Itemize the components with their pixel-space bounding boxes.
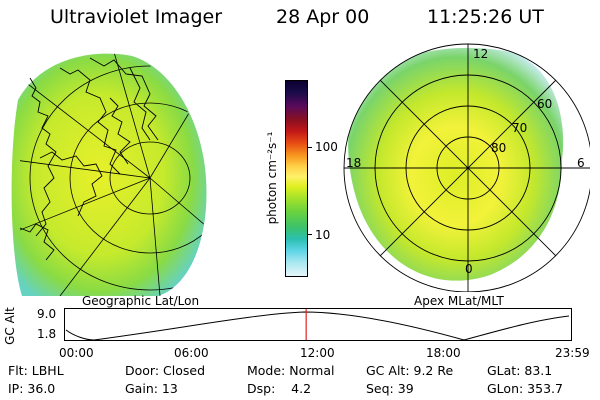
status-filter: Flt: LBHL (8, 363, 64, 378)
status-dsp: Dsp: 4.2 (247, 381, 312, 396)
status-gc-alt: GC Alt: 9.2 Re (366, 363, 454, 378)
colorbar-label-10: 10 (315, 228, 331, 242)
timeline-plot (64, 308, 572, 341)
mlt-label-6: 6 (577, 156, 585, 170)
app-title: Ultraviolet Imager (50, 6, 223, 28)
mlat-label-60: 60 (537, 97, 553, 111)
colorbar-unit: photon cm⁻²s⁻¹ (265, 131, 279, 225)
geo-map-label: Geographic Lat/Lon (82, 294, 200, 308)
status-gain: Gain: 13 (125, 381, 178, 396)
image-time: 11:25:26 UT (427, 6, 544, 28)
timeline-ytick-low: 1.8 (37, 327, 57, 341)
colorbar-tick-10 (307, 234, 312, 235)
status-ip: IP: 36.0 (8, 381, 56, 396)
apex-map-label: Apex MLat/MLT (414, 294, 504, 308)
geographic-map (11, 53, 207, 296)
timeline-axis-label: GC Alt (3, 307, 17, 345)
coastlines (19, 57, 159, 261)
apex-grid (343, 43, 590, 292)
colorbar-label-100: 100 (315, 140, 338, 154)
mlat-label-80: 80 (491, 141, 507, 155)
timeline-xtick-2: 12:00 (300, 346, 335, 360)
mlat-label-70: 70 (512, 121, 528, 135)
timeline-xtick-3: 18:00 (426, 346, 461, 360)
status-glat: GLat: 83.1 (487, 363, 553, 378)
status-seq: Seq: 39 (366, 381, 414, 396)
image-date: 28 Apr 00 (276, 6, 370, 28)
mlt-label-0: 0 (465, 262, 473, 276)
colorbar-tick-100 (307, 147, 312, 148)
timeline-xtick-0: 00:00 (59, 346, 94, 360)
timeline-xtick-4: 23:59 (555, 346, 590, 360)
status-door: Door: Closed (125, 363, 206, 378)
status-glon: GLon: 353.7 (487, 381, 563, 396)
colorbar (285, 80, 308, 277)
apex-polar-plot (343, 43, 590, 292)
orbit-altitude-curve (65, 311, 570, 341)
mlt-label-18: 18 (346, 156, 362, 170)
auroral-emission-geo (11, 53, 207, 296)
timeline-ytick-high: 9.0 (37, 307, 57, 321)
status-mode: Mode: Normal (247, 363, 335, 378)
timeline-xtick-1: 06:00 (174, 346, 209, 360)
auroral-emission-apex (348, 47, 564, 281)
mlt-label-12: 12 (473, 47, 489, 61)
